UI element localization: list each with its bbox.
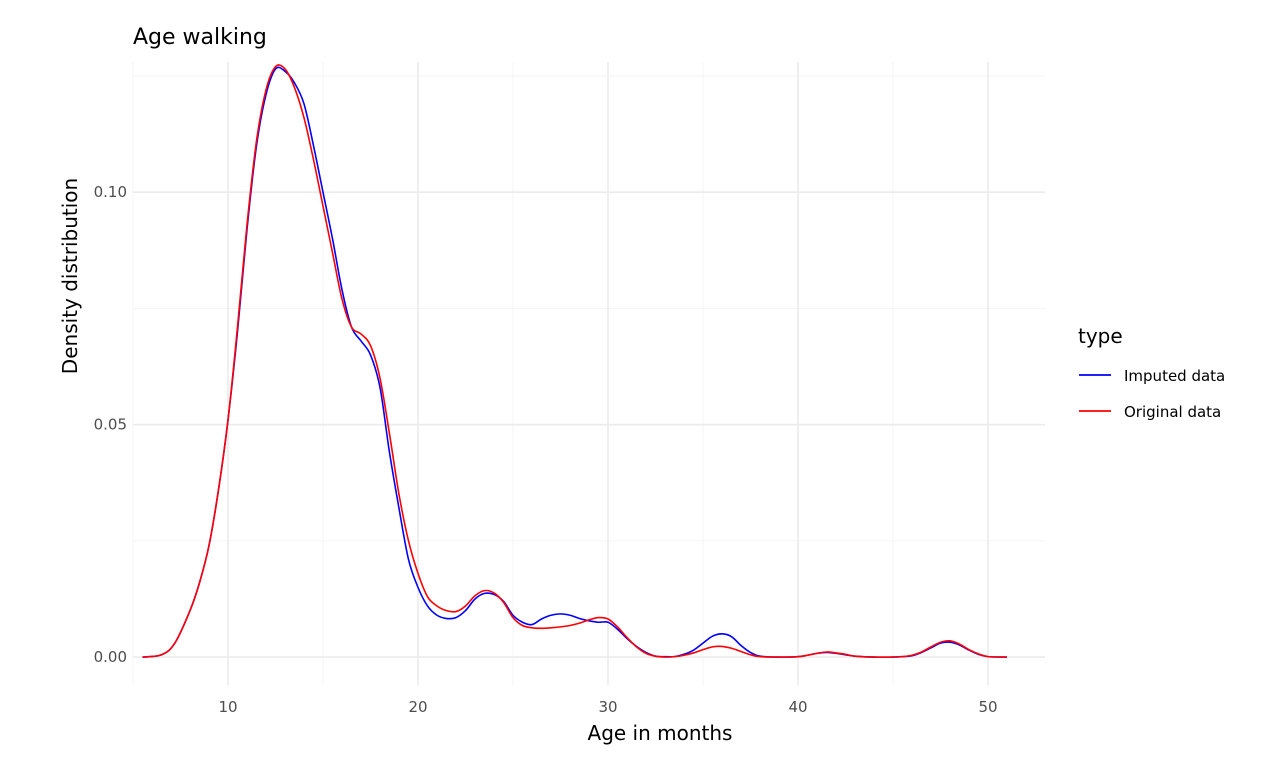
y-axis-title: Density distribution bbox=[58, 178, 82, 374]
series-line-imputed bbox=[142, 66, 1008, 658]
series-line-original bbox=[142, 64, 1008, 658]
x-axis-tick-labels: 10 20 30 40 50 bbox=[218, 698, 997, 716]
legend-entries: Imputed data Original data bbox=[1079, 367, 1225, 421]
y-tick-label: 0.00 bbox=[94, 648, 127, 666]
minor-gridlines bbox=[132, 62, 1045, 685]
legend-title: type bbox=[1078, 324, 1123, 348]
legend-label-imputed: Imputed data bbox=[1124, 367, 1225, 385]
legend-label-original: Original data bbox=[1124, 403, 1221, 421]
y-tick-label: 0.10 bbox=[94, 183, 127, 201]
series-lines bbox=[142, 64, 1008, 658]
y-tick-label: 0.05 bbox=[94, 416, 127, 434]
legend: type Imputed data Original data bbox=[1078, 324, 1225, 421]
y-axis-tick-labels: 0.00 0.05 0.10 bbox=[94, 183, 127, 666]
major-gridlines bbox=[133, 62, 1045, 685]
x-axis-title: Age in months bbox=[588, 721, 733, 745]
chart-title: Age walking bbox=[133, 25, 267, 50]
x-tick-label: 10 bbox=[218, 698, 237, 716]
x-tick-label: 30 bbox=[598, 698, 617, 716]
x-tick-label: 20 bbox=[408, 698, 427, 716]
x-tick-label: 50 bbox=[978, 698, 997, 716]
x-tick-label: 40 bbox=[788, 698, 807, 716]
